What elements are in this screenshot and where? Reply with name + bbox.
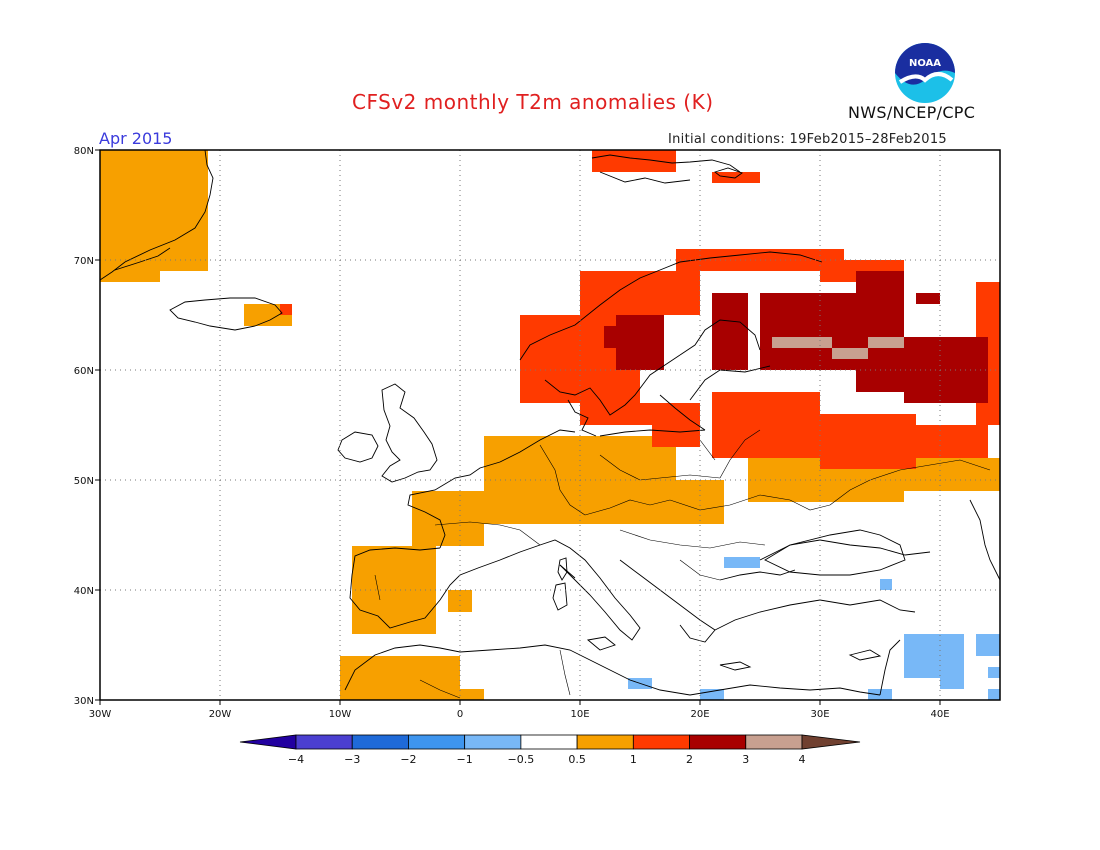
legend-color-box <box>689 734 747 750</box>
anomaly-cell <box>868 337 904 348</box>
legend-boundary-label: 1 <box>630 753 637 766</box>
lon-tick-label: 30W <box>89 709 112 720</box>
lon-tick-label: 40E <box>930 709 949 720</box>
anomaly-cell <box>352 546 436 634</box>
legend-boundary-label: 2 <box>686 753 693 766</box>
lat-tick-label: 40N <box>74 586 94 597</box>
legend-color-box <box>632 734 690 750</box>
legend-boundary-label: −1 <box>457 753 473 766</box>
legend-boundary-label: −4 <box>288 753 304 766</box>
anomaly-cells <box>100 150 1000 700</box>
anomaly-cell <box>160 150 208 271</box>
legend-color-box <box>576 734 634 750</box>
legend-boundary-label: −3 <box>344 753 360 766</box>
anomaly-cell <box>700 689 724 700</box>
legend-color-box <box>351 734 409 750</box>
anomaly-cell <box>604 326 628 348</box>
anomaly-cell <box>832 348 868 359</box>
lon-tick-label: 20E <box>690 709 709 720</box>
lon-tick-label: 20W <box>209 709 232 720</box>
map-frame <box>99 149 1001 701</box>
legend-color-box <box>295 734 353 750</box>
anomaly-cell <box>988 689 1000 700</box>
anomaly-cell <box>592 150 676 172</box>
anomaly-cell <box>580 480 724 524</box>
legend-boundary-label: 3 <box>742 753 749 766</box>
anomaly-cell <box>280 304 292 315</box>
legend-boundary-label: −2 <box>400 753 416 766</box>
anomaly-map: 30W 20W 10W 0 10E 20E 30E 40E 30N 40N 50N 60N 70N 80N <box>74 146 1001 720</box>
anomaly-cell <box>916 293 940 304</box>
lon-tick-label: 0 <box>457 709 463 720</box>
anomaly-cell <box>856 271 904 392</box>
anomaly-cell <box>712 293 748 370</box>
legend-color-box <box>745 734 803 750</box>
map-title: CFSv2 monthly T2m anomalies (K) <box>352 90 714 114</box>
lat-lon-grid <box>100 150 1000 700</box>
anomaly-cell <box>100 150 160 282</box>
axis-tick-labels: 30W 20W 10W 0 10E 20E 30E 40E 30N 40N 50N 60N 70N 80N <box>74 146 950 720</box>
initial-conditions-label: Initial conditions: 19Feb2015–28Feb2015 <box>668 132 947 147</box>
legend-high-extension <box>801 734 861 750</box>
legend-color-box <box>520 734 578 750</box>
anomaly-cell <box>724 557 760 568</box>
lon-tick-label: 10W <box>329 709 352 720</box>
anomaly-cell <box>580 403 652 425</box>
anomaly-cell <box>976 634 1000 656</box>
legend-boundary-label: 0.5 <box>568 753 586 766</box>
anomaly-cell <box>460 689 484 700</box>
lat-tick-label: 60N <box>74 366 94 377</box>
lat-tick-label: 30N <box>74 696 94 707</box>
anomaly-cell <box>412 491 484 546</box>
anomaly-cell <box>652 403 700 447</box>
legend-low-extension <box>239 734 297 750</box>
anomaly-cell <box>772 337 832 348</box>
anomaly-cell <box>988 667 1000 678</box>
legend-boundary-label: −0.5 <box>508 753 535 766</box>
noaa-logo-icon: NOAA <box>895 43 955 103</box>
lat-tick-label: 80N <box>74 146 94 157</box>
coastlines <box>99 149 1001 696</box>
legend-color-box <box>408 734 466 750</box>
lon-tick-label: 10E <box>570 709 589 720</box>
anomaly-cell <box>820 414 916 469</box>
anomaly-cell <box>916 425 988 458</box>
legend-boundary-label: 4 <box>799 753 806 766</box>
agency-label: NWS/NCEP/CPC <box>848 103 976 122</box>
anomaly-cell <box>940 667 964 689</box>
anomaly-cell <box>712 392 820 458</box>
lat-tick-label: 70N <box>74 256 94 267</box>
lat-tick-label: 50N <box>74 476 94 487</box>
anomaly-cell <box>880 579 892 590</box>
anomaly-cell <box>340 656 460 700</box>
noaa-logo-text: NOAA <box>909 58 941 69</box>
lon-tick-label: 30E <box>810 709 829 720</box>
legend-color-box <box>464 734 522 750</box>
valid-month-label: Apr 2015 <box>99 129 173 148</box>
